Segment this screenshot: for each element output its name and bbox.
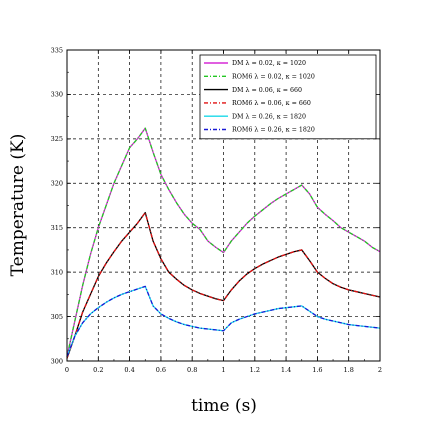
legend-label: DM λ = 0.26, κ = 1820 — [232, 113, 306, 120]
x-tick-label: 0 — [65, 366, 69, 374]
legend: DM λ = 0.02, κ = 1020 ROM6 λ = 0.02, κ = … — [199, 54, 377, 140]
legend-label: DM λ = 0.06, κ = 660 — [232, 87, 302, 94]
x-tick-label: 1.8 — [344, 366, 354, 374]
legend-label: ROM6 λ = 0.06, κ = 660 — [232, 100, 311, 107]
x-tick-label: 0.6 — [156, 366, 166, 374]
series-line-6 — [66, 285, 381, 357]
y-tick-label: 325 — [51, 135, 63, 143]
y-tick-label: 335 — [51, 46, 63, 54]
x-tick-label: 0.2 — [93, 366, 103, 374]
axis-ticks: 0 0.2 0.4 0.6 0.8 1 1.2 1.4 1.6 1.8 2 300 305 310 315 3… — [51, 46, 382, 374]
legend-box — [199, 54, 377, 140]
x-axis-label: time (s) — [191, 396, 257, 416]
y-tick-label: 320 — [51, 180, 63, 188]
x-tick-label: 1 — [221, 366, 225, 374]
series-line-2 — [66, 127, 381, 357]
y-tick-label: 300 — [51, 357, 63, 365]
x-tick-label: 1.2 — [250, 366, 260, 374]
legend-label: DM λ = 0.02, κ = 1020 — [232, 60, 306, 67]
legend-label: ROM6 λ = 0.02, κ = 1020 — [232, 74, 315, 81]
y-tick-label: 310 — [51, 268, 63, 276]
x-tick-label: 0.4 — [124, 366, 134, 374]
y-axis-label: Temperature (K) — [8, 134, 28, 277]
y-tick-label: 305 — [51, 313, 63, 321]
legend-label: ROM6 λ = 0.26, κ = 1820 — [232, 127, 315, 134]
y-tick-label: 315 — [51, 224, 63, 232]
x-tick-label: 1.6 — [312, 366, 322, 374]
x-tick-label: 0.8 — [187, 366, 197, 374]
y-tick-label: 330 — [51, 91, 63, 99]
series-line-4 — [66, 211, 381, 359]
x-tick-label: 2 — [378, 366, 382, 374]
x-tick-label: 1.4 — [281, 366, 291, 374]
series-layer — [66, 127, 381, 359]
